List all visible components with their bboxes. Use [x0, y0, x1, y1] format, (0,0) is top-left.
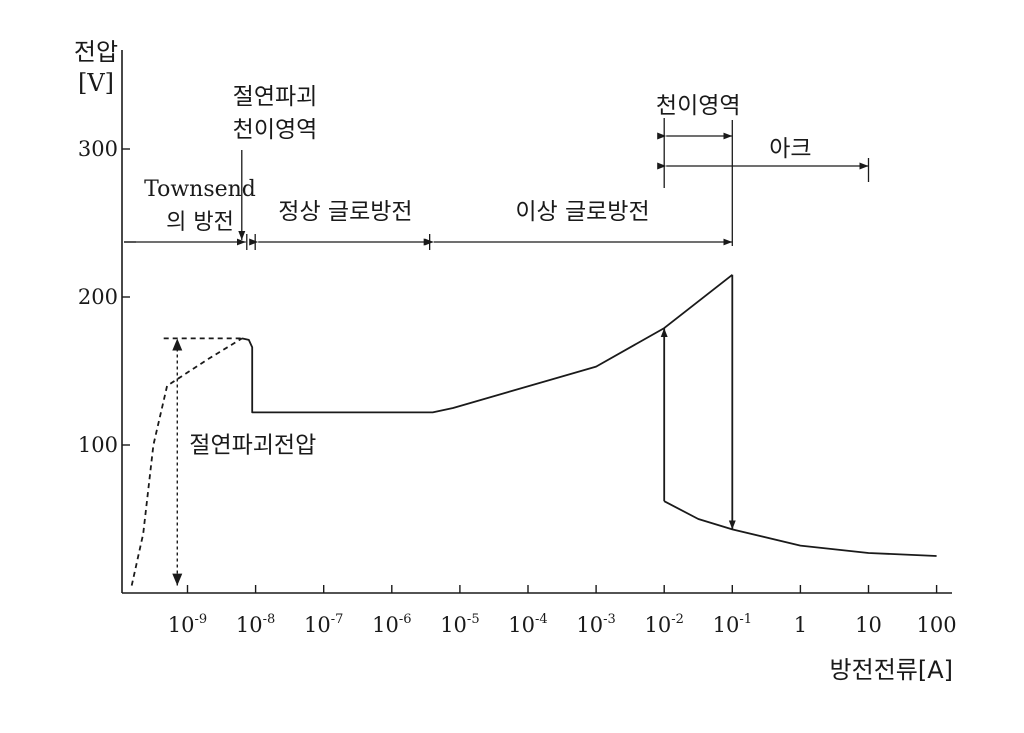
region-label-transition: 천이영역: [656, 93, 741, 119]
x-tick-label: 10-1: [713, 612, 752, 637]
x-tick-label: 1: [794, 613, 807, 637]
y-axis-label-line2: [V]: [78, 69, 114, 97]
region-label-breakdown-1: 절연파괴: [233, 84, 318, 110]
x-ticks: 10-9 10-8 10-7 10-6 10-5 10-4 10-3 10-2 10-1 1 10 1…: [168, 585, 957, 637]
x-tick-label: 10-2: [644, 612, 683, 637]
breakdown-voltage-label: 절연파괴전압: [189, 432, 316, 458]
region-label-breakdown-2: 천이영역: [233, 117, 318, 143]
breakdown-arrowhead-down: [172, 573, 183, 586]
y-tick-label: 300: [78, 137, 118, 161]
series-line-2: [130, 337, 243, 586]
region-label-arc: 아크: [769, 136, 811, 162]
series-line-1: [241, 274, 733, 414]
x-axis-label: 방전전류[A]: [830, 656, 953, 684]
breakdown-annotation: 절연파괴전압: [172, 338, 316, 586]
x-tick-label: 10-7: [304, 612, 343, 637]
x-tick-label: 10-3: [576, 612, 615, 637]
breakdown-arrowhead-up: [172, 338, 183, 351]
y-tick-label: 200: [78, 285, 118, 309]
y-ticks: 100 200 300: [78, 137, 130, 457]
region-label-normal-glow: 정상 글로방전: [278, 199, 412, 225]
x-tick-label: 100: [917, 613, 957, 637]
x-tick-label: 10: [855, 613, 882, 637]
region-label-abnormal-glow: 이상 글로방전: [515, 199, 649, 225]
region-label-townsend-1: Townsend: [144, 177, 256, 202]
series-line-4: [663, 500, 937, 557]
x-tick-label: 10-5: [440, 612, 479, 637]
region-label-townsend-2: 의 방전: [166, 210, 234, 235]
x-tick-label: 10-4: [508, 612, 547, 637]
x-tick-label: 10-8: [236, 612, 275, 637]
series-layer: [130, 274, 937, 586]
y-axis-label-line1: 전압: [74, 38, 118, 66]
y-tick-label: 100: [78, 433, 118, 457]
x-tick-label: 10-6: [372, 612, 411, 637]
x-tick-label: 10-9: [168, 612, 207, 637]
